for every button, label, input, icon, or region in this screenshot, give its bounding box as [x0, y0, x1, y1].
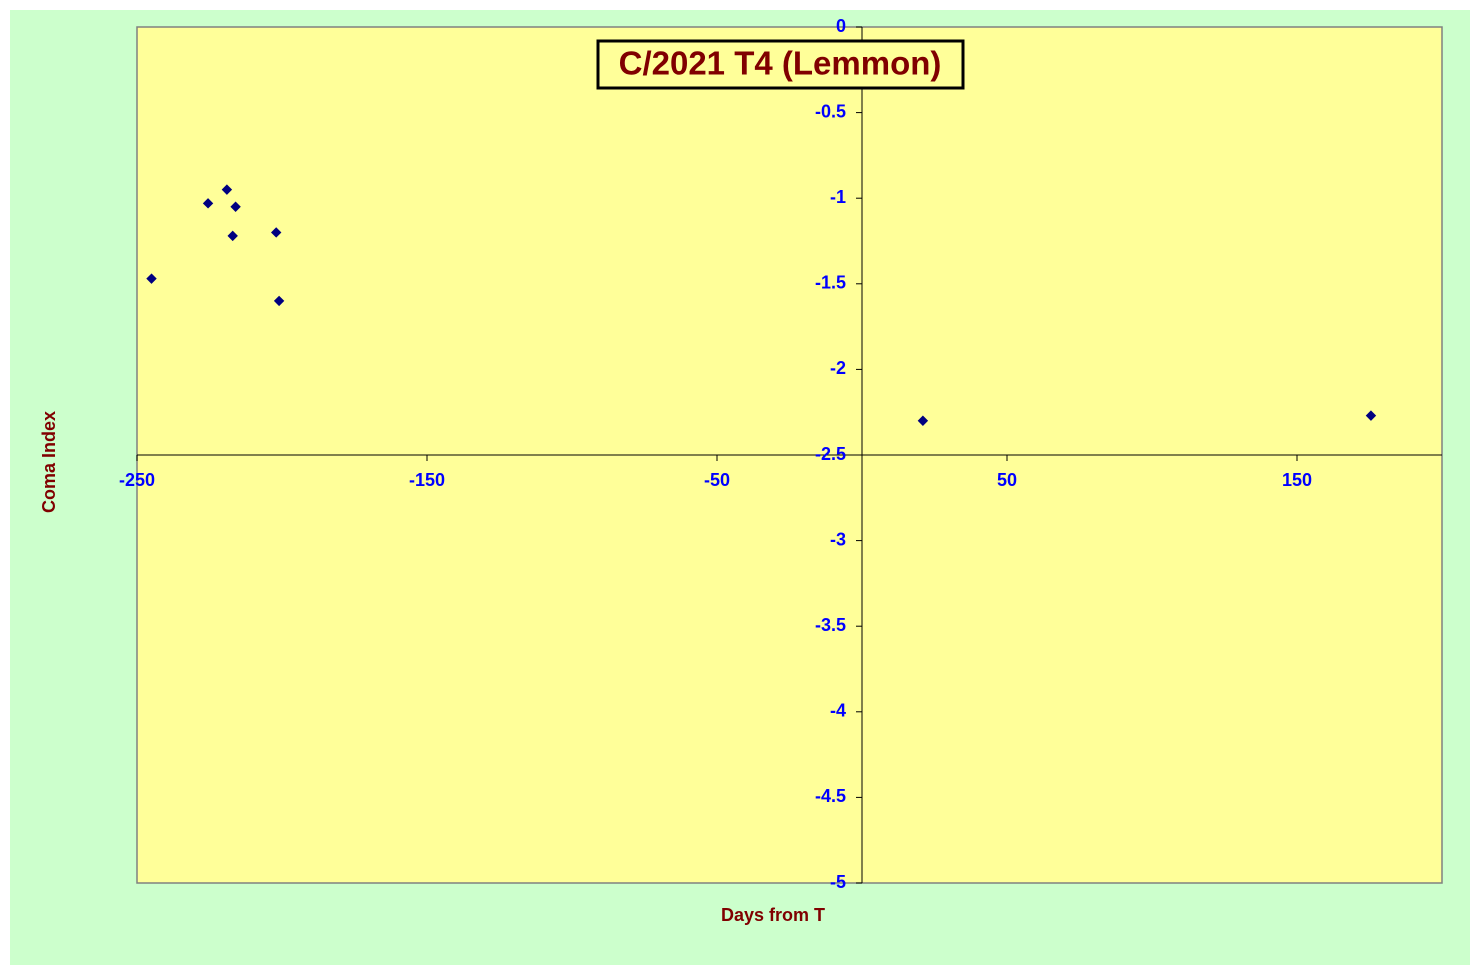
data-point	[227, 230, 238, 242]
x-tick-label: -250	[119, 470, 155, 490]
x-axis-label: Days from T	[721, 905, 825, 925]
y-tick-label: -3	[830, 529, 846, 549]
y-tick-label: -4.5	[815, 786, 846, 806]
x-tick-label: -50	[704, 470, 730, 490]
y-tick-label: -5	[830, 872, 846, 892]
data-point	[146, 273, 157, 284]
x-tick-label: 150	[1282, 470, 1312, 490]
data-point	[270, 227, 282, 238]
y-tick-label: -3.5	[815, 615, 846, 635]
y-tick-label: 0	[836, 16, 846, 36]
data-point	[917, 415, 929, 426]
y-tick-label: -4	[830, 701, 846, 721]
data-point	[221, 184, 233, 195]
data-point	[1365, 410, 1377, 421]
y-tick-label: -2.5	[815, 444, 846, 464]
chart-title: C/2021 T4 (Lemmon)	[619, 45, 942, 82]
y-tick-label: -1	[830, 187, 846, 207]
y-tick-label: -1.5	[815, 273, 846, 293]
data-point	[230, 201, 241, 212]
y-tick-label: -0.5	[815, 101, 846, 121]
data-point	[273, 295, 285, 307]
title-box	[596, 39, 965, 90]
x-tick-label: 50	[997, 470, 1017, 490]
data-point	[202, 198, 214, 209]
x-tick-label: -150	[409, 470, 445, 490]
y-tick-label: -2	[830, 358, 846, 378]
y-axis-label: Coma Index	[39, 411, 59, 513]
